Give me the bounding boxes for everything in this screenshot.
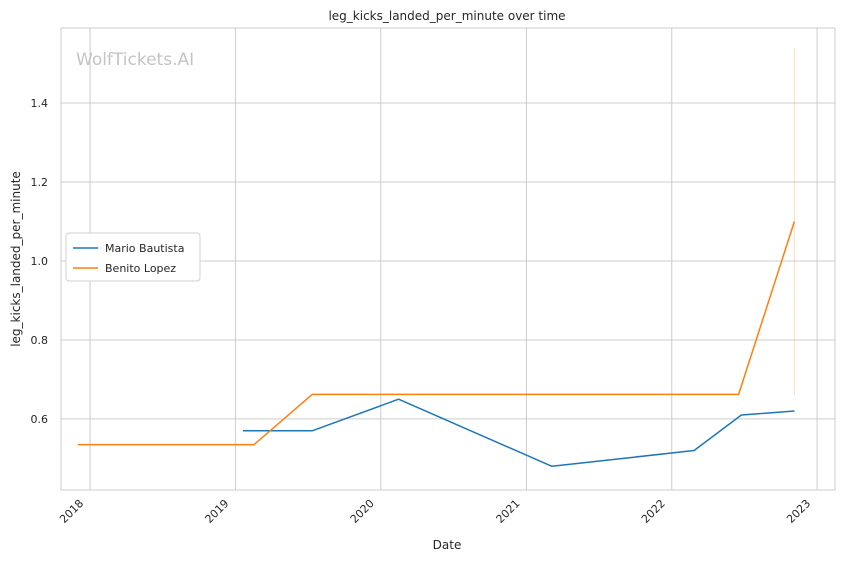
legend-label-benito-lopez: Benito Lopez (105, 262, 176, 275)
x-tick-label: 2020 (348, 497, 377, 526)
series-lines (77, 221, 796, 468)
legend-label-mario-bautista: Mario Bautista (105, 242, 184, 255)
x-axis-label: Date (433, 538, 462, 552)
chart-title: leg_kicks_landed_per_minute over time (328, 9, 565, 23)
y-tick-label: 1.4 (31, 97, 49, 110)
x-tick-label: 2018 (57, 497, 86, 526)
legend-box (65, 232, 201, 282)
y-tick-label: 1.0 (31, 255, 49, 268)
series-line-benito-lopez (77, 221, 796, 446)
x-tick-label: 2021 (494, 497, 523, 526)
y-tick-label: 0.8 (31, 334, 49, 347)
y-axis-label: leg_kicks_landed_per_minute (9, 171, 23, 347)
y-tick-label: 0.6 (31, 413, 49, 426)
x-tick-label: 2022 (639, 497, 668, 526)
watermark: WolfTickets.AI (76, 50, 194, 70)
y-tick-labels: 0.6 0.8 1.0 1.2 1.4 (31, 97, 49, 426)
legend: Mario Bautista Benito Lopez (65, 232, 201, 282)
x-tick-label: 2023 (784, 497, 813, 526)
x-tick-labels: 2018 2019 2020 2021 2022 2023 (57, 497, 813, 526)
x-tick-label: 2019 (203, 497, 232, 526)
series-line-mario-bautista (243, 398, 795, 468)
y-tick-label: 1.2 (31, 176, 49, 189)
